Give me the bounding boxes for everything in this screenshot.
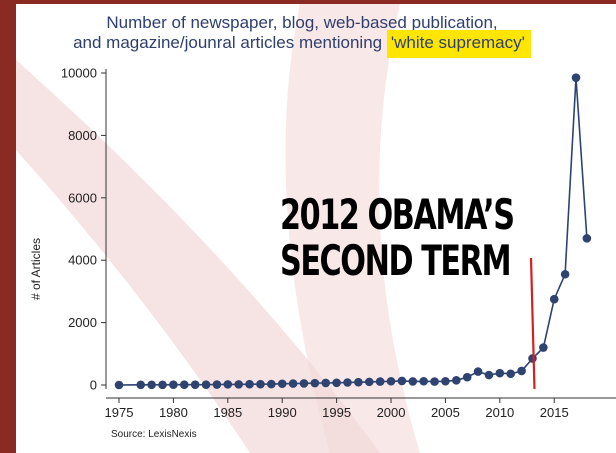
x-tick-label: 2005: [431, 405, 460, 420]
data-point: [354, 377, 363, 387]
chart-axes: 0 2000 4000 6000 8000 10000 1975 1980 1985 1990 19…: [61, 66, 616, 420]
data-point: [245, 379, 254, 389]
data-point: [136, 380, 146, 390]
data-point: [299, 379, 309, 388]
x-tick-label: 2010: [485, 405, 514, 420]
x-tick-label: 1980: [159, 405, 188, 420]
data-point: [430, 377, 439, 386]
data-point: [277, 379, 287, 389]
chart-annotation: 2012 OBAMA’S SECOND TERM: [280, 190, 515, 285]
data-point: [549, 294, 559, 304]
data-point: [495, 368, 505, 378]
chart-title-line-2-text: and magazine/jounral articles mentioning: [73, 33, 387, 52]
x-tick-label: 2000: [377, 405, 406, 420]
x-tick-label: 1975: [105, 405, 134, 420]
chart-title-line-1: Number of newspaper, blog, web-based pub…: [106, 13, 498, 32]
data-point: [332, 378, 341, 388]
data-point: [364, 377, 374, 387]
data-point: [528, 354, 537, 363]
data-point: [288, 379, 298, 388]
data-point: [234, 380, 243, 389]
data-point: [397, 376, 407, 386]
data-point: [441, 376, 450, 386]
background-arc: [285, 4, 420, 453]
x-tick-label: 1995: [322, 405, 351, 420]
data-point: [256, 379, 265, 389]
x-tick-label: 1990: [268, 405, 297, 420]
data-point: [190, 380, 200, 389]
y-tick-label: 4000: [68, 253, 97, 268]
y-tick-label: 10000: [61, 66, 97, 81]
annotation-line-2: SECOND TERM: [280, 236, 512, 285]
data-point: [560, 269, 570, 279]
data-point: [321, 378, 331, 388]
y-tick-label: 6000: [68, 190, 97, 205]
y-tick-label: 8000: [68, 128, 97, 143]
y-tick-label: 2000: [68, 315, 97, 330]
data-point: [539, 343, 548, 352]
y-axis-label: # of Articles: [29, 237, 43, 301]
background-swoosh: [16, 60, 380, 453]
data-point: [473, 367, 483, 376]
annotation-line-1: 2012 OBAMA’S: [280, 190, 515, 239]
data-point: [212, 380, 222, 389]
data-point: [452, 376, 461, 385]
frame-left-band: [0, 0, 16, 453]
data-point: [408, 377, 418, 386]
y-tick-label: 0: [90, 378, 97, 393]
data-point: [517, 366, 526, 376]
x-tick-label: 1985: [213, 405, 242, 420]
data-point: [310, 378, 320, 388]
chart-source: Source: LexisNexis: [111, 429, 197, 440]
chart-title-highlight: 'white supremacy': [386, 30, 531, 58]
data-point: [506, 369, 516, 379]
data-point: [114, 380, 124, 390]
data-point: [419, 376, 428, 386]
data-point: [158, 380, 167, 390]
data-point: [201, 380, 211, 389]
x-tick-label: 2015: [540, 405, 569, 420]
data-point: [462, 372, 472, 382]
data-point: [343, 378, 352, 387]
chart-title-line-2: and magazine/jounral articles mentioning…: [0, 30, 610, 58]
data-point: [267, 379, 276, 389]
data-point: [169, 380, 178, 389]
data-point: [582, 234, 592, 243]
data-point: [386, 376, 396, 386]
data-point: [571, 73, 581, 82]
data-point: [179, 380, 189, 389]
data-point: [484, 370, 494, 380]
chart-series: [114, 73, 592, 390]
data-point: [375, 377, 385, 386]
data-point: [147, 380, 156, 390]
frame-top-band: [0, 0, 616, 4]
annotation-pointer-line: [529, 257, 536, 390]
annotation-pointer: [529, 257, 536, 390]
data-point: [223, 380, 233, 389]
